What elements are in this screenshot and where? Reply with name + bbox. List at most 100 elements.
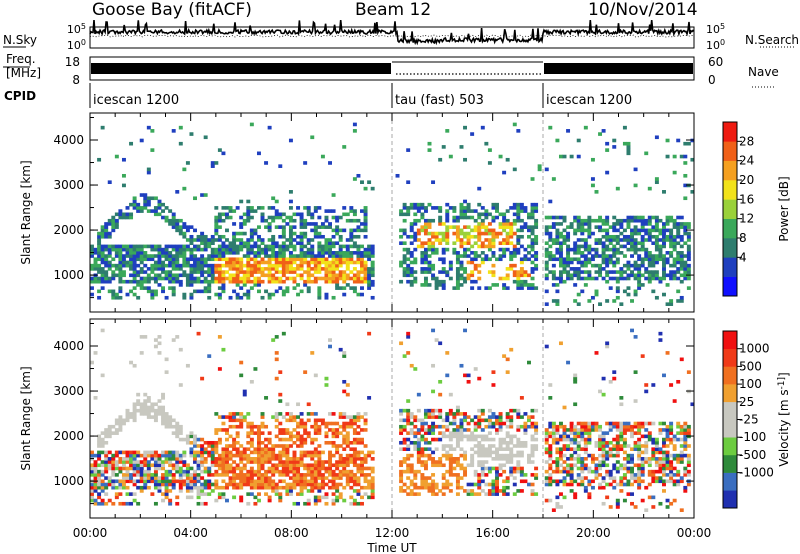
cell: [619, 276, 624, 281]
cell: [466, 247, 471, 252]
cell: [189, 431, 194, 435]
cell: [406, 267, 411, 271]
cell: [274, 215, 279, 220]
cell: [420, 418, 425, 423]
cell: [448, 447, 453, 451]
cell: [345, 457, 350, 461]
cell: [370, 254, 375, 258]
cell: [267, 431, 272, 435]
cell: [242, 450, 247, 455]
cell: [630, 299, 634, 303]
cell: [672, 218, 677, 223]
cell: [640, 434, 645, 439]
cell: [331, 234, 336, 239]
cell: [345, 260, 350, 265]
cell: [569, 473, 574, 477]
cell: [583, 447, 588, 451]
cell: [551, 222, 556, 226]
cell: [420, 476, 425, 480]
cell: [200, 254, 205, 258]
cell: [399, 408, 404, 413]
cell: [558, 276, 563, 281]
cell: [292, 450, 297, 455]
cell: [647, 218, 652, 223]
cell: [274, 257, 279, 262]
cell: [331, 440, 336, 445]
cell: [569, 225, 574, 229]
cell: [97, 234, 102, 239]
cell: [288, 431, 293, 435]
cell: [676, 267, 681, 271]
cell: [484, 231, 489, 236]
cell: [90, 495, 94, 500]
cell: [654, 273, 659, 278]
cell: [139, 351, 144, 355]
cell: [409, 283, 414, 287]
cell: [164, 485, 169, 490]
cell: [637, 437, 642, 442]
cell: [285, 244, 290, 249]
cell: [477, 222, 482, 226]
cell: [360, 460, 364, 464]
cell: [448, 267, 453, 271]
cell: [484, 482, 489, 487]
cell: [438, 257, 443, 262]
cell: [232, 469, 237, 474]
cell: [423, 476, 428, 480]
cell: [679, 295, 684, 300]
cell: [686, 460, 691, 464]
cell: [185, 437, 190, 442]
cell: [406, 279, 411, 284]
cell: [157, 206, 162, 210]
cell: [672, 453, 677, 458]
cell: [459, 206, 464, 210]
cell: [345, 238, 350, 242]
cell: [278, 479, 283, 484]
cell: [232, 412, 237, 416]
cell: [505, 222, 510, 226]
cell: [100, 501, 105, 506]
cell: [249, 440, 254, 445]
cell: [452, 209, 457, 213]
cell: [153, 254, 158, 258]
cell: [463, 199, 468, 204]
cell: [619, 244, 624, 249]
cell: [605, 215, 610, 220]
cell: [246, 289, 251, 294]
cell: [97, 492, 102, 496]
cell: [296, 402, 301, 407]
cell: [598, 215, 603, 220]
cell: [97, 434, 102, 439]
cell: [111, 270, 116, 274]
cell: [232, 244, 237, 249]
cell: [644, 508, 649, 512]
cell: [686, 463, 691, 468]
cell: [619, 431, 624, 435]
cell: [342, 457, 347, 461]
cell: [491, 415, 496, 419]
cell: [249, 460, 254, 464]
cell: [566, 457, 571, 461]
cell: [633, 260, 638, 265]
cell: [452, 434, 457, 439]
cell: [519, 286, 524, 290]
cell: [363, 186, 368, 191]
cell: [647, 482, 652, 487]
cell: [573, 270, 578, 274]
cell: [502, 241, 507, 245]
cell: [519, 257, 524, 262]
cell: [278, 260, 283, 265]
cell: [438, 463, 443, 468]
cell: [235, 244, 240, 249]
cell: [416, 469, 421, 474]
cell: [498, 437, 503, 442]
cell: [146, 408, 151, 413]
cell: [303, 257, 308, 262]
cell: [605, 344, 610, 349]
cell: [356, 225, 361, 229]
cell: [441, 260, 446, 265]
cell: [665, 505, 670, 509]
cell: [150, 476, 155, 480]
cell: [342, 206, 347, 210]
cell: [605, 231, 610, 236]
